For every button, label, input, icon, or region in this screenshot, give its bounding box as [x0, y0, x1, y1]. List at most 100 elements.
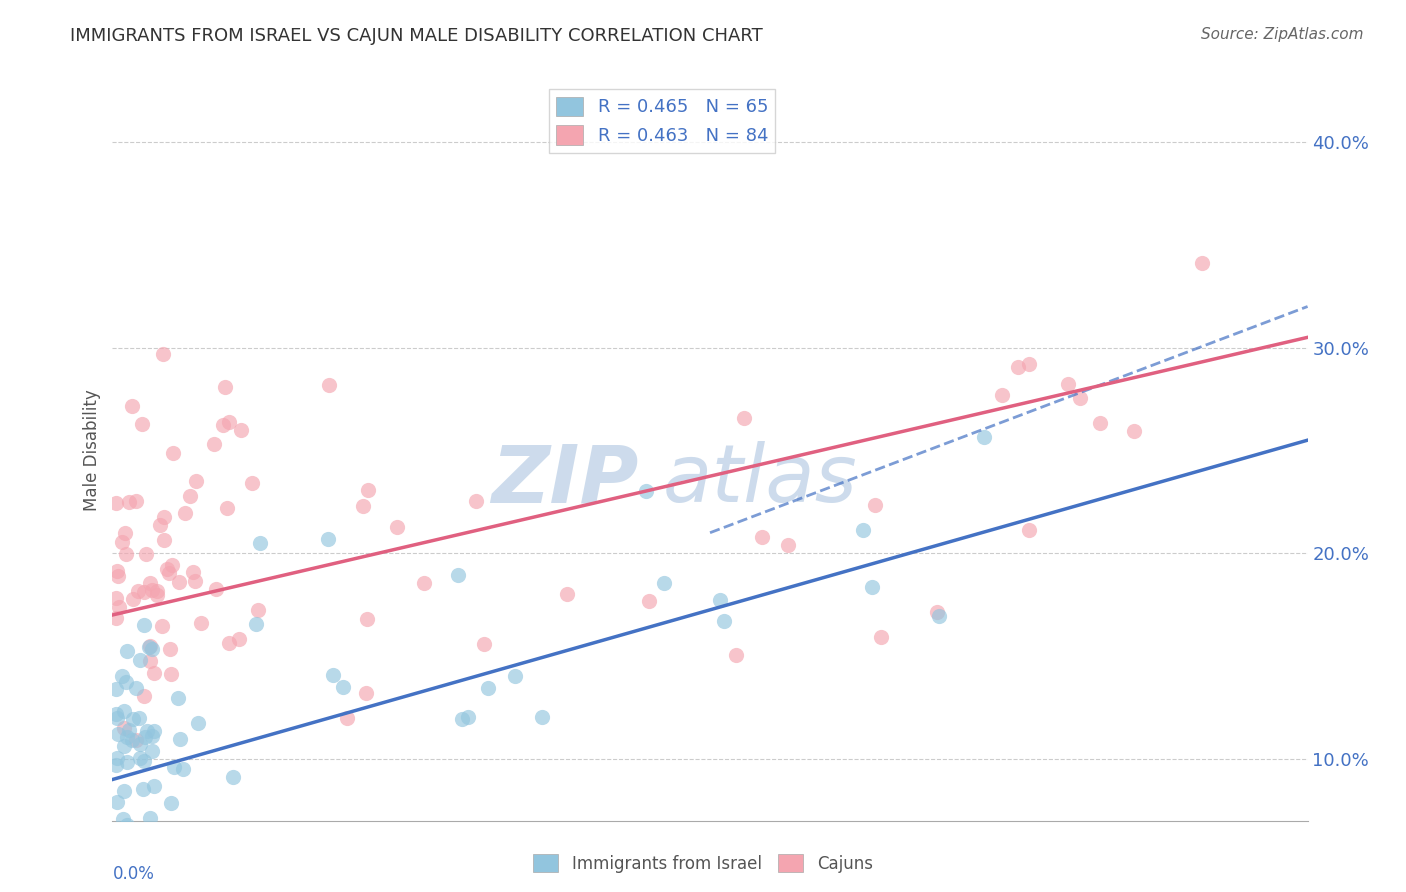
- Point: [160, 558, 183, 572]
- Point: [105, 706, 128, 721]
- Point: [114, 525, 136, 540]
- Point: [134, 585, 156, 599]
- Point: [634, 483, 657, 498]
- Text: atlas: atlas: [662, 441, 858, 519]
- Point: [222, 770, 245, 784]
- Point: [245, 617, 267, 632]
- Point: [505, 669, 527, 683]
- Point: [385, 520, 408, 534]
- Point: [131, 417, 153, 432]
- Text: Source: ZipAtlas.com: Source: ZipAtlas.com: [1201, 27, 1364, 42]
- Point: [143, 724, 166, 739]
- Point: [733, 411, 755, 425]
- Y-axis label: Male Disability: Male Disability: [83, 390, 101, 511]
- Point: [134, 690, 156, 704]
- Point: [117, 494, 139, 508]
- Point: [129, 751, 152, 765]
- Point: [107, 727, 129, 741]
- Point: [107, 569, 129, 583]
- Point: [336, 711, 359, 725]
- Point: [128, 711, 150, 725]
- Point: [927, 605, 949, 619]
- Point: [105, 564, 128, 578]
- Point: [205, 582, 228, 597]
- Point: [352, 499, 374, 513]
- Point: [118, 845, 141, 859]
- Point: [1069, 391, 1091, 405]
- Point: [356, 686, 378, 700]
- Point: [183, 574, 205, 589]
- Point: [139, 576, 162, 591]
- Point: [173, 506, 195, 520]
- Point: [105, 757, 128, 772]
- Text: ZIP: ZIP: [491, 441, 638, 519]
- Point: [129, 653, 152, 667]
- Point: [973, 430, 995, 444]
- Point: [156, 562, 179, 576]
- Point: [870, 630, 893, 644]
- Point: [162, 446, 184, 460]
- Point: [218, 635, 240, 649]
- Point: [121, 733, 143, 747]
- Point: [776, 538, 799, 552]
- Point: [231, 424, 253, 438]
- Point: [118, 723, 141, 738]
- Point: [139, 654, 162, 668]
- Point: [146, 588, 169, 602]
- Point: [530, 710, 553, 724]
- Point: [108, 600, 131, 615]
- Point: [105, 611, 128, 625]
- Point: [115, 818, 138, 832]
- Point: [125, 681, 148, 695]
- Point: [105, 591, 128, 605]
- Point: [1090, 416, 1112, 430]
- Point: [132, 755, 155, 769]
- Point: [1007, 360, 1029, 375]
- Point: [115, 644, 138, 658]
- Point: [160, 667, 183, 681]
- Point: [135, 724, 157, 739]
- Point: [190, 615, 212, 630]
- Point: [1018, 357, 1040, 371]
- Point: [157, 566, 180, 580]
- Point: [132, 781, 155, 796]
- Point: [477, 681, 499, 696]
- Legend: Immigrants from Israel, Cajuns: Immigrants from Israel, Cajuns: [527, 847, 879, 880]
- Text: IMMIGRANTS FROM ISRAEL VS CAJUN MALE DISABILITY CORRELATION CHART: IMMIGRANTS FROM ISRAEL VS CAJUN MALE DIS…: [70, 27, 763, 45]
- Point: [928, 609, 950, 624]
- Point: [652, 576, 675, 591]
- Point: [139, 639, 162, 653]
- Point: [991, 388, 1014, 402]
- Point: [114, 721, 136, 735]
- Point: [146, 584, 169, 599]
- Point: [111, 669, 134, 683]
- Point: [105, 710, 128, 724]
- Point: [465, 494, 488, 508]
- Point: [152, 347, 174, 361]
- Point: [1191, 255, 1213, 269]
- Point: [316, 533, 339, 547]
- Point: [141, 743, 163, 757]
- Point: [450, 713, 472, 727]
- Point: [122, 712, 145, 726]
- Point: [166, 690, 188, 705]
- Point: [852, 523, 875, 537]
- Point: [160, 796, 183, 810]
- Point: [356, 612, 378, 626]
- Point: [143, 780, 166, 794]
- Point: [638, 594, 661, 608]
- Point: [169, 574, 191, 589]
- Point: [112, 784, 135, 798]
- Point: [117, 755, 139, 769]
- Point: [141, 729, 163, 743]
- Point: [121, 399, 143, 413]
- Point: [181, 566, 204, 580]
- Point: [184, 474, 207, 488]
- Point: [105, 751, 128, 765]
- Point: [105, 681, 128, 696]
- Point: [709, 592, 731, 607]
- Point: [111, 534, 134, 549]
- Point: [249, 536, 271, 550]
- Point: [472, 637, 495, 651]
- Text: 0.0%: 0.0%: [112, 865, 155, 883]
